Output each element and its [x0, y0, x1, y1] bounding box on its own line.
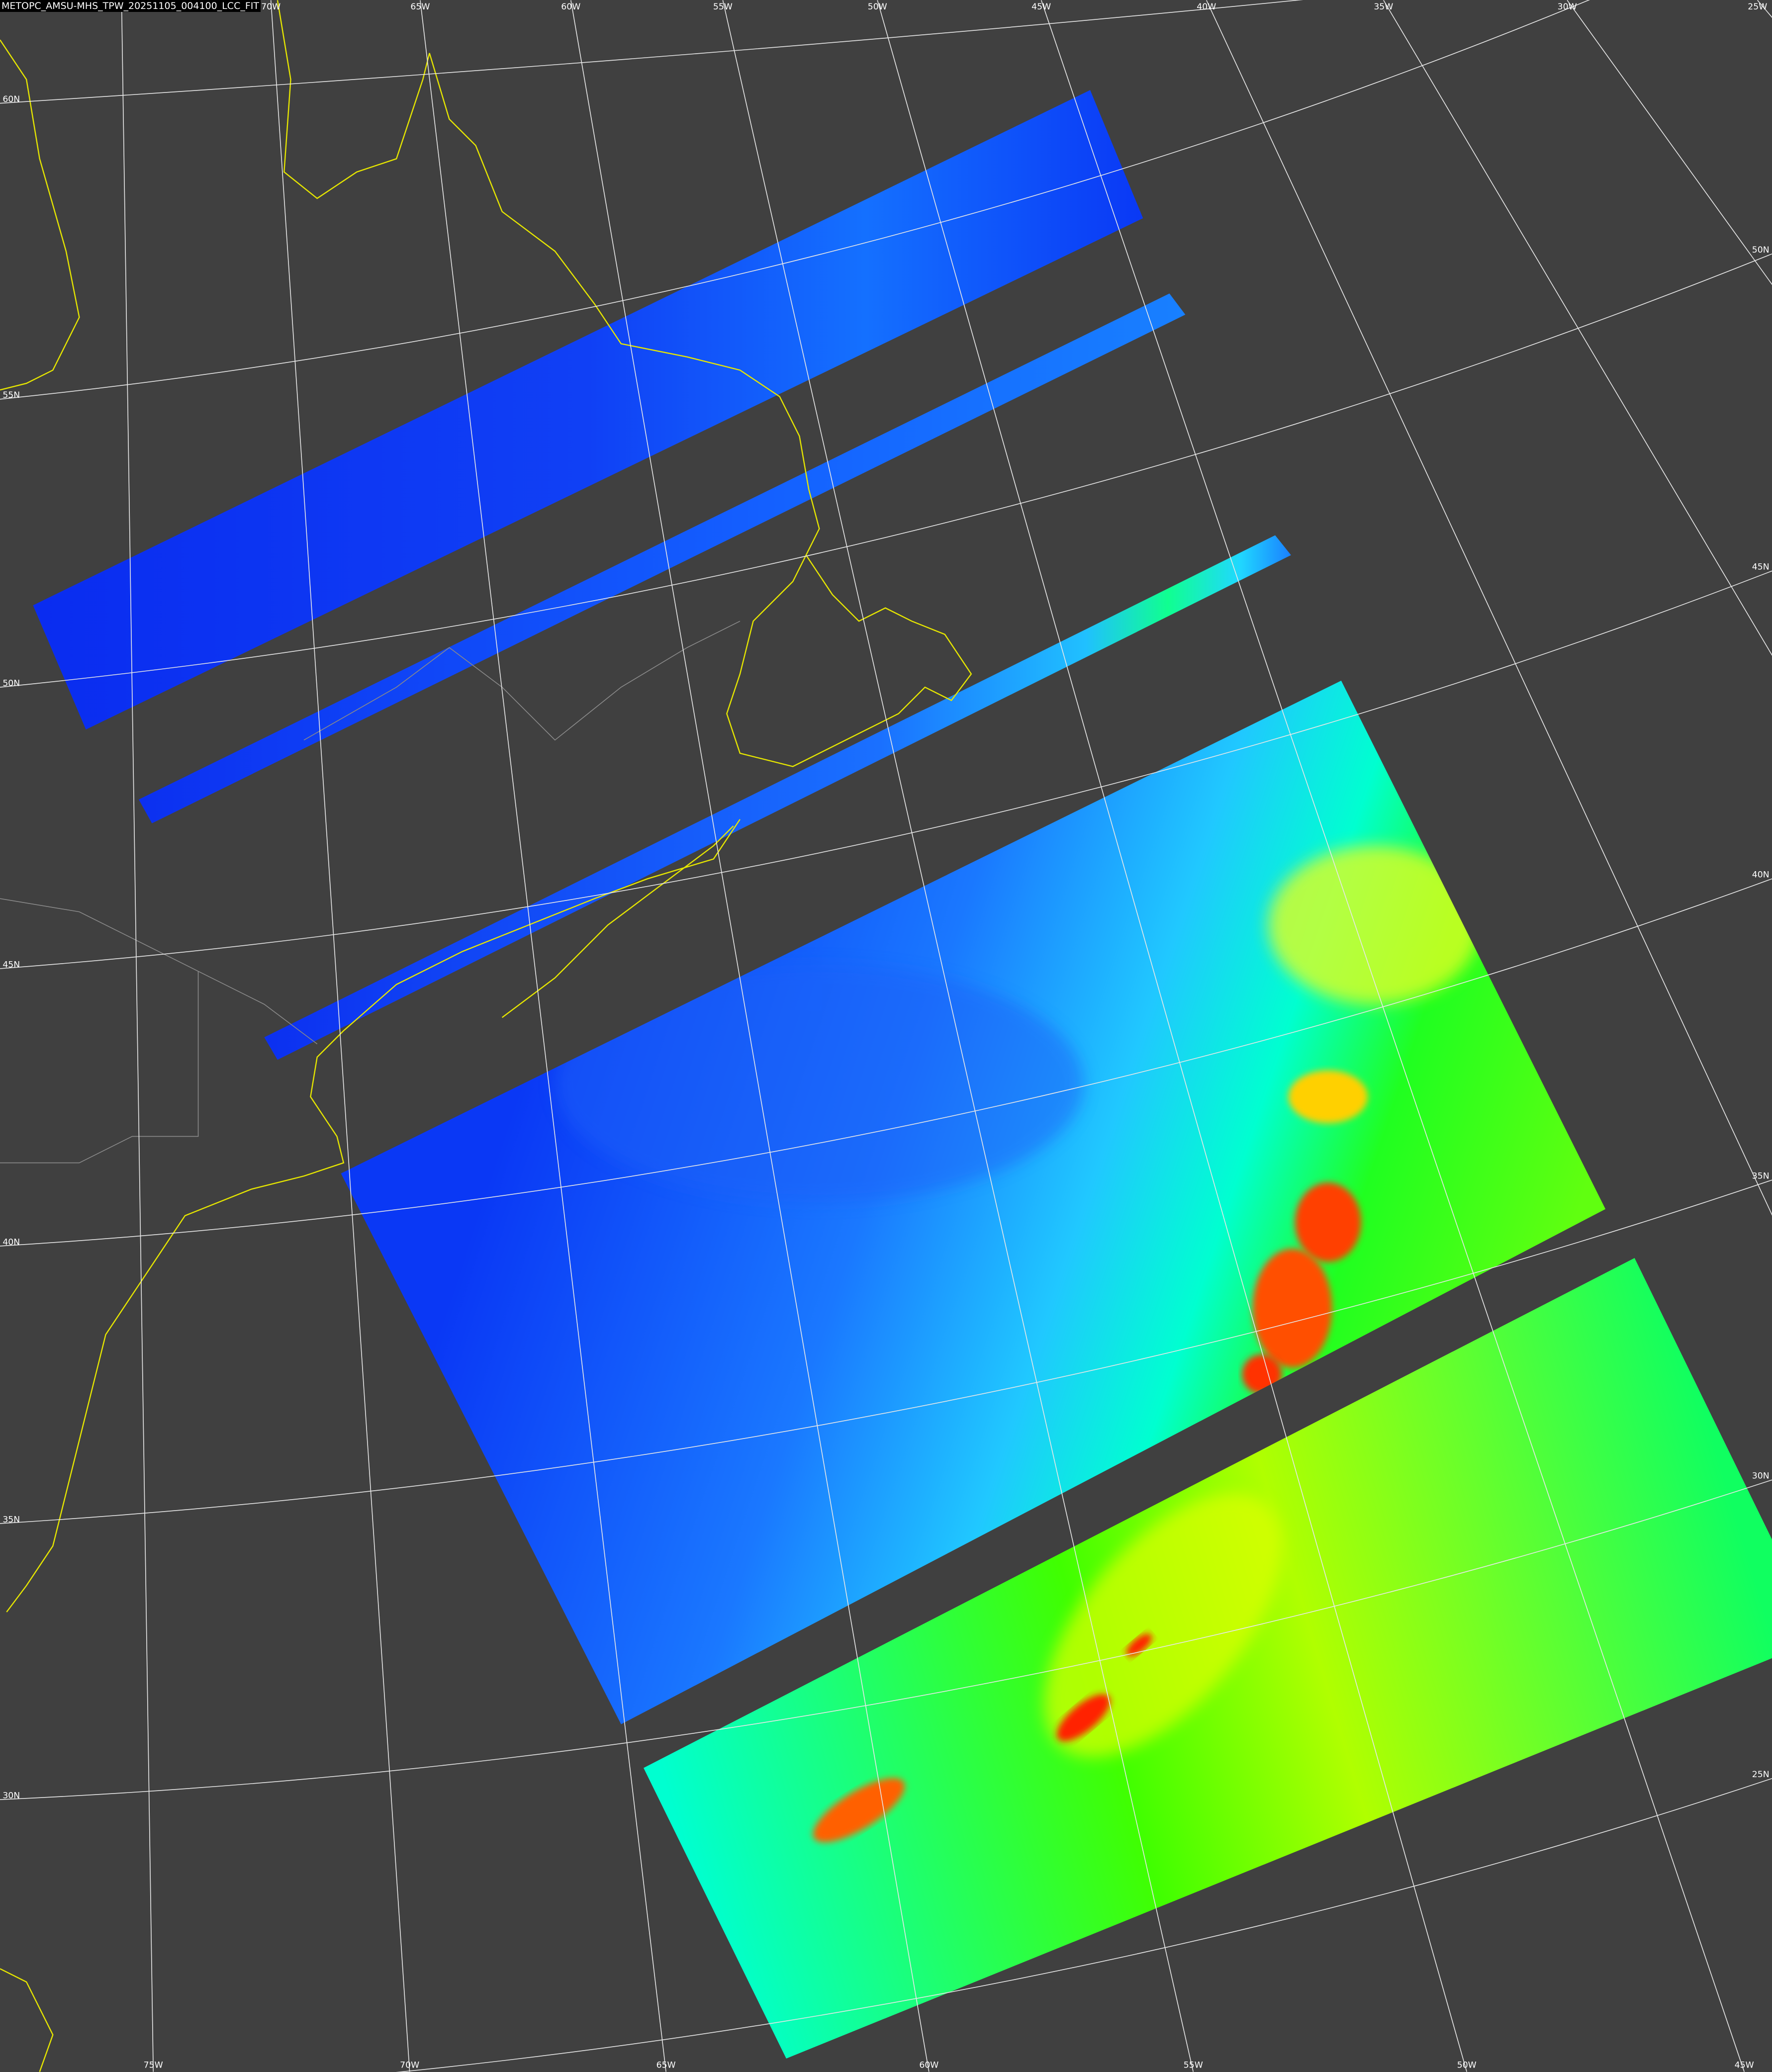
satellite-swath-4 — [341, 680, 1606, 1724]
meridian-line — [1567, 0, 1772, 285]
coastlines — [0, 0, 972, 2072]
product-title: METOPC_AMSU-MHS_TPW_20251105_004100_LCC_… — [0, 0, 261, 12]
latitude-label-right: 40N — [1752, 870, 1770, 880]
longitude-label-bottom: 45W — [1735, 2061, 1754, 2071]
latitude-label-right: 35N — [1752, 1171, 1770, 1181]
latitude-label-right: 50N — [1752, 245, 1770, 255]
meridian-line — [877, 0, 1468, 2072]
longitude-label-bottom: 70W — [400, 2061, 419, 2071]
longitude-label-bottom: 60W — [919, 2061, 938, 2071]
meridian-line — [1040, 0, 1745, 2072]
longitude-label-bottom: 65W — [656, 2061, 676, 2071]
longitude-label-top: 30W — [1558, 2, 1577, 12]
longitude-label-top: 65W — [410, 2, 430, 12]
country-borders — [0, 621, 741, 1164]
parallel-line — [395, 1778, 1772, 2072]
parallel-line — [0, 253, 1772, 688]
meridian-line — [1206, 0, 1772, 1216]
longitude-label-bottom: 75W — [144, 2061, 163, 2071]
longitude-label-top: 40W — [1197, 2, 1216, 12]
latitude-label-left: 50N — [2, 678, 20, 688]
longitude-label-top: 60W — [561, 2, 580, 12]
satellite-swath-2 — [138, 293, 1186, 823]
longitude-label-top: 35W — [1374, 2, 1393, 12]
latitude-label-left: 45N — [2, 960, 20, 970]
latitude-label-left: 55N — [2, 390, 20, 400]
meridian-line — [121, 0, 154, 2072]
latitude-label-left: 30N — [2, 1791, 20, 1801]
latitude-label-right: 30N — [1752, 1471, 1770, 1481]
latitude-label-right: 25N — [1752, 1770, 1770, 1780]
latitude-label-left: 40N — [2, 1237, 20, 1247]
latitude-label-left: 35N — [2, 1515, 20, 1525]
longitude-label-top: 25W — [1748, 2, 1767, 12]
longitude-label-top: 70W — [261, 2, 280, 12]
latitude-label-left: 60N — [2, 94, 20, 104]
meridian-line — [420, 0, 666, 2072]
parallel-line — [0, 1179, 1772, 1524]
latitude-label-right: 45N — [1752, 562, 1770, 572]
parallel-line — [0, 878, 1772, 1247]
longitude-label-top: 55W — [713, 2, 733, 12]
parallel-line — [0, 1479, 1772, 1801]
meridian-line — [270, 0, 410, 2072]
parallel-line — [0, 0, 1304, 104]
longitude-label-top: 50W — [868, 2, 887, 12]
parallel-line — [0, 570, 1772, 969]
meridian-line — [570, 0, 930, 2072]
longitude-label-bottom: 50W — [1457, 2061, 1477, 2071]
longitude-label-top: 45W — [1031, 2, 1051, 12]
meridian-line — [1757, 0, 1772, 18]
satellite-swath-1 — [33, 90, 1143, 730]
meridian-line — [722, 0, 1194, 2072]
satellite-swath-5 — [643, 1258, 1772, 2059]
parallel-line — [0, 0, 1590, 400]
longitude-label-bottom: 55W — [1184, 2061, 1203, 2071]
meridian-line — [1383, 0, 1772, 656]
